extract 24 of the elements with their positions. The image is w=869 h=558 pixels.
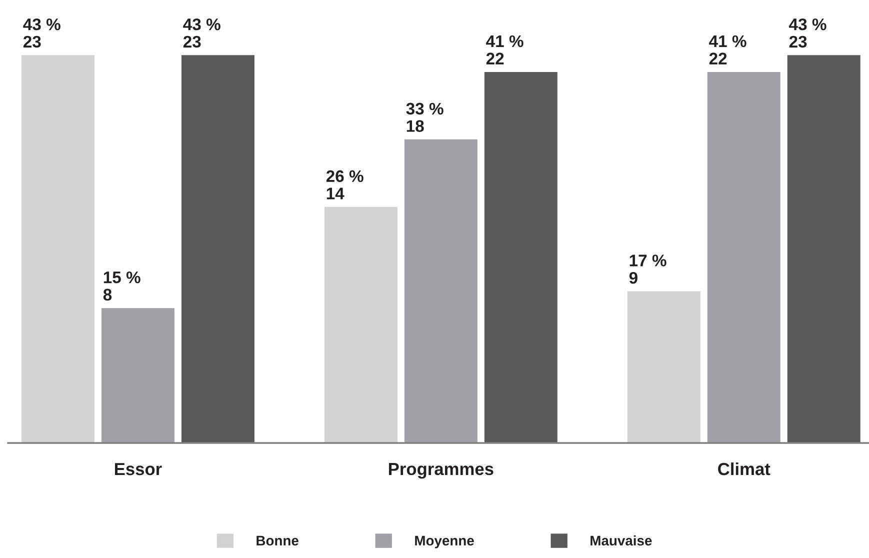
x-tick-label: Climat [718, 462, 770, 476]
bar [101, 308, 174, 443]
x-tick-label: Programmes [389, 463, 494, 479]
data-label: 41 % 22 [486, 35, 524, 64]
data-label: 41 % 22 [709, 35, 746, 64]
legend-label: Mauvaise [590, 535, 652, 546]
bar [324, 206, 398, 443]
bar [404, 139, 478, 443]
bar [627, 291, 700, 443]
data-label: 33 % 18 [406, 102, 444, 132]
bar [21, 55, 94, 443]
data-label: 43 % 23 [23, 18, 60, 48]
legend-label: Bonne [256, 536, 298, 546]
data-label: 26 % 14 [326, 170, 364, 200]
data-label: 15 % 8 [103, 272, 140, 301]
data-label: 43 % 23 [183, 18, 220, 48]
bar [181, 55, 254, 443]
bar [484, 72, 558, 443]
data-label: 17 % 9 [629, 254, 666, 284]
bar [707, 72, 780, 443]
bar [787, 55, 860, 443]
data-label: 43 % 23 [789, 18, 826, 48]
legend-label: Moyenne [415, 536, 474, 548]
x-tick-label: Essor [115, 463, 162, 476]
